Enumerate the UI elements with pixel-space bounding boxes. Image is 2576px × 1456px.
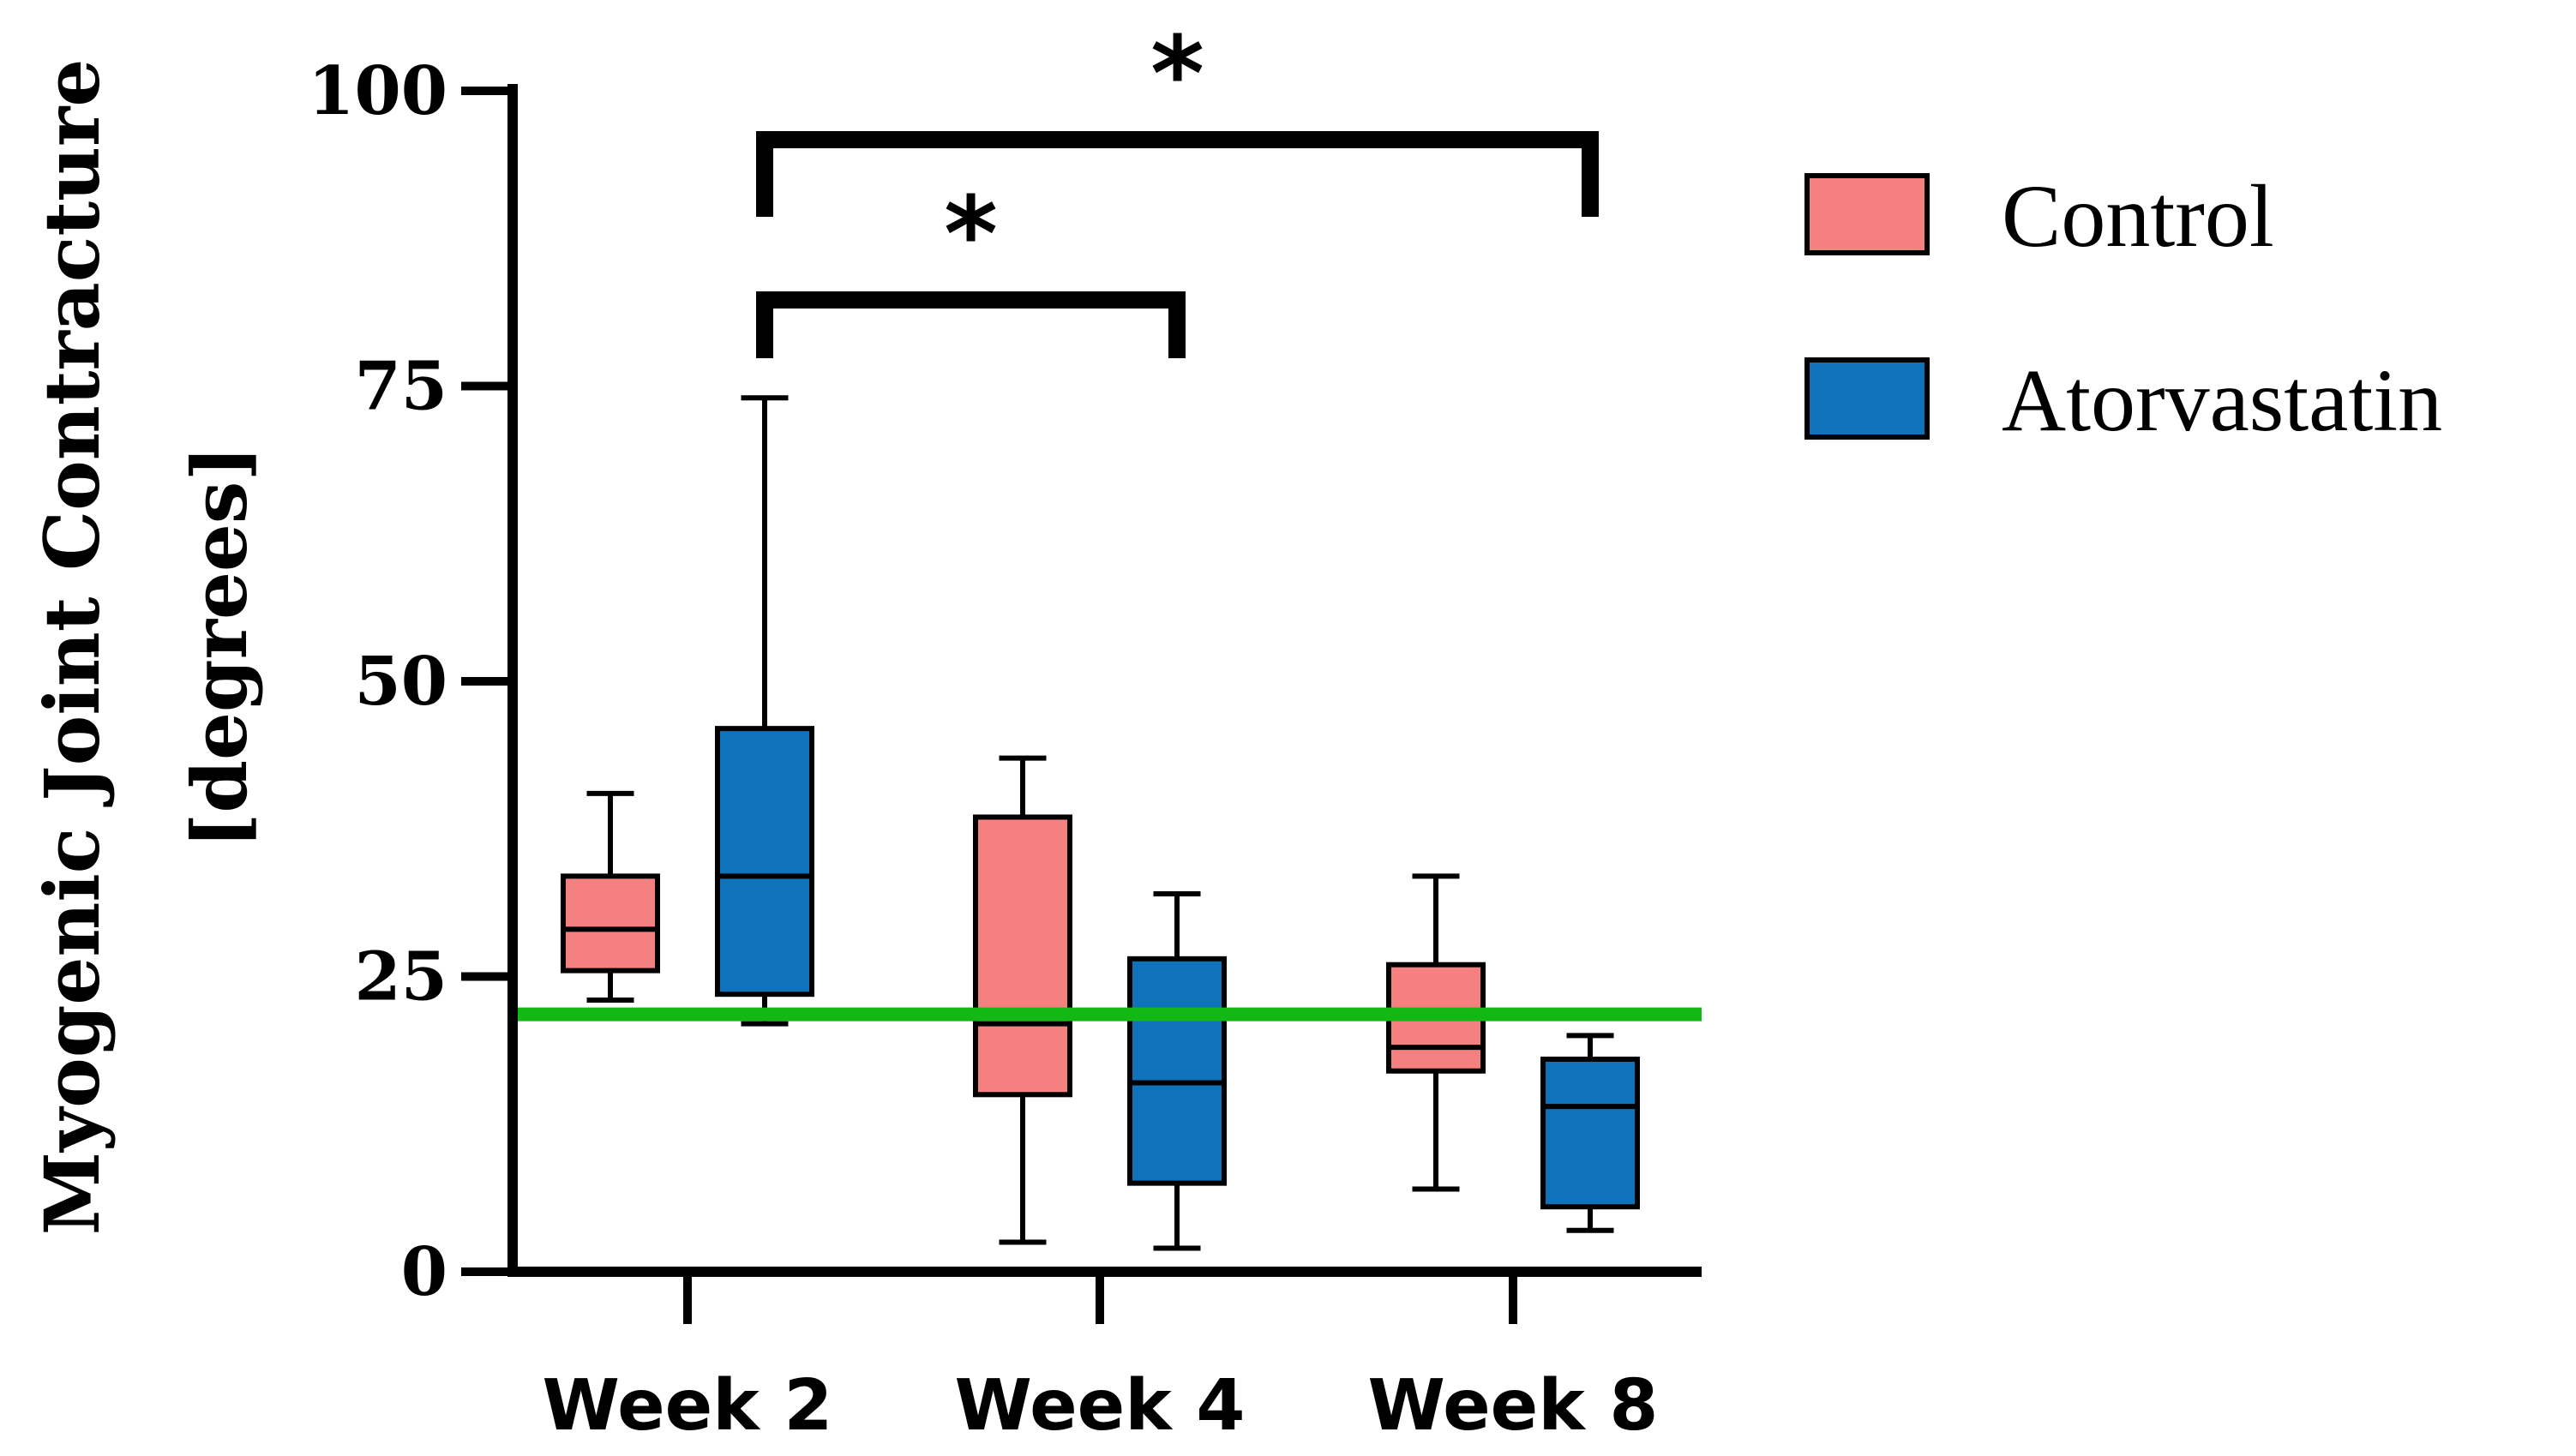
y-tick-label-100: 100 <box>308 52 447 130</box>
box-control-week-2 <box>561 790 660 1004</box>
box-control-week-4 <box>973 755 1072 1245</box>
series-atorvastatin <box>715 395 1640 1251</box>
significance-bracket-2 <box>756 131 1599 217</box>
y-tick-label-50: 50 <box>354 643 447 721</box>
y-axis-label-line-1: Myogenic Joint Contracture <box>27 59 117 1236</box>
x-tick-label-week-4: Week 4 <box>955 1365 1246 1447</box>
legend-swatch-atorvastatin <box>1804 357 1930 440</box>
legend-label-atorvastatin: Atorvastatin <box>2002 351 2442 450</box>
axes <box>507 84 1702 1277</box>
y-axis-ticks: 0 25 50 75 100 <box>308 52 513 1311</box>
y-tick-label-0: 0 <box>401 1233 447 1311</box>
y-tick-label-25: 25 <box>354 938 447 1016</box>
significance-star-1: * <box>944 176 998 295</box>
series-control <box>561 755 1486 1245</box>
legend-swatch-control <box>1804 173 1930 255</box>
iqr-box-atorvastatin-week-4 <box>1127 956 1227 1186</box>
y-tick-label-75: 75 <box>354 348 447 426</box>
x-axis-ticks: Week 2 Week 4 Week 8 <box>543 1277 1659 1447</box>
box-atorvastatin-week-2 <box>715 395 814 1027</box>
box-series <box>561 395 1640 1251</box>
box-atorvastatin-week-4 <box>1127 891 1227 1251</box>
significance-bracket-1 <box>756 291 1186 358</box>
legend: Control Atorvastatin <box>1804 167 2442 450</box>
significance-brackets: ** <box>756 15 1599 358</box>
legend-label-control: Control <box>2002 167 2274 266</box>
iqr-box-atorvastatin-week-8 <box>1540 1056 1640 1210</box>
iqr-box-control-week-2 <box>561 873 660 974</box>
iqr-box-control-week-4 <box>973 814 1072 1098</box>
y-axis-label-line-2: [degrees] <box>175 446 264 848</box>
y-axis-label: Myogenic Joint Contracture [degrees] <box>27 59 264 1236</box>
significance-star-2: * <box>1150 15 1204 135</box>
box-atorvastatin-week-8 <box>1540 1033 1640 1233</box>
iqr-box-atorvastatin-week-2 <box>715 726 814 998</box>
x-tick-label-week-8: Week 8 <box>1368 1365 1659 1447</box>
x-tick-label-week-2: Week 2 <box>543 1365 833 1447</box>
box-control-week-8 <box>1386 873 1486 1192</box>
